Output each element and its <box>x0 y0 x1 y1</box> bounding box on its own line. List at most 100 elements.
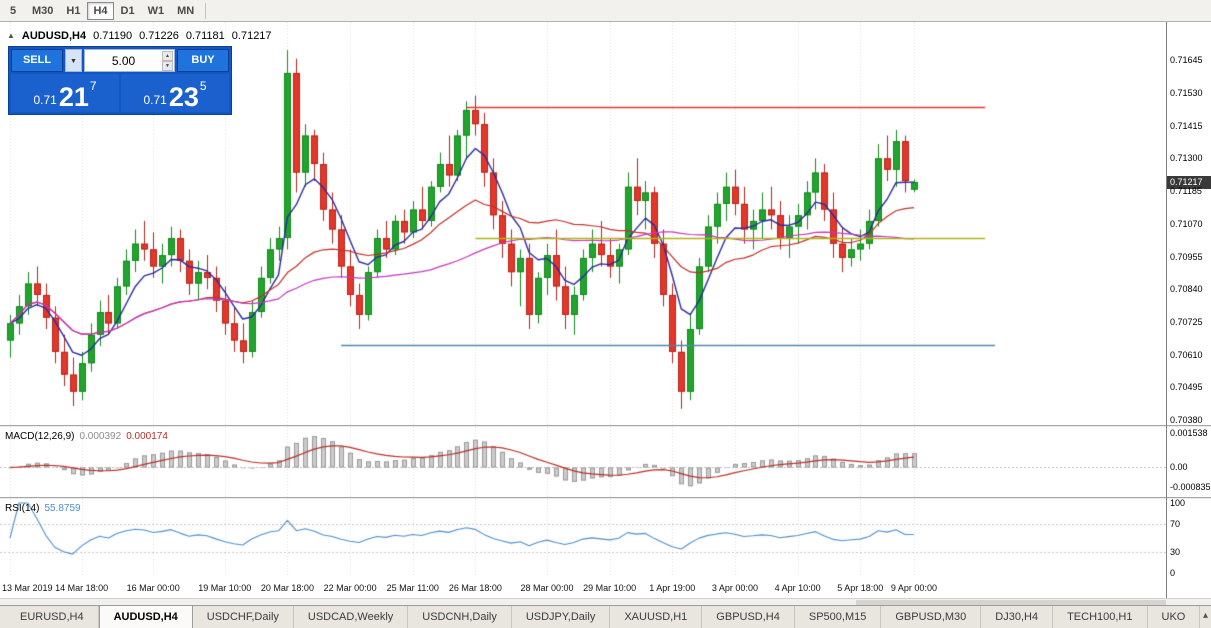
buy-price-sup: 5 <box>199 79 207 93</box>
sell-price-display[interactable]: 0.71 21 7 <box>11 74 119 112</box>
chart-area: ▲ AUDUSD,H4 0.71190 0.71226 0.71181 0.71… <box>0 22 1211 605</box>
timeframe-toolbar: 5 M30 H1 H4 D1 W1 MN <box>0 0 1211 22</box>
timeframe-button-d1[interactable]: D1 <box>120 4 135 17</box>
macd-signal-value: 0.000174 <box>126 431 168 442</box>
sell-price-prefix: 0.71 <box>33 93 57 107</box>
rsi-title: RSI(14) <box>5 503 40 514</box>
price-axis-label: 0.71300 <box>1170 153 1203 164</box>
chart-tab-usdcnh-daily[interactable]: USDCNH,Daily <box>408 606 512 628</box>
buy-price-big: 23 <box>168 82 199 113</box>
time-axis-label: 29 Mar 10:00 <box>583 583 637 593</box>
price-axis-label: 100 <box>1170 498 1186 508</box>
chart-ohlc-header: ▲ AUDUSD,H4 0.71190 0.71226 0.71181 0.71… <box>7 30 272 42</box>
time-axis-label: 28 Mar 00:00 <box>520 583 574 593</box>
chart-tab-tech100-h1[interactable]: TECH100,H1 <box>1053 606 1148 628</box>
price-axis-label: 0.71645 <box>1170 55 1203 66</box>
price-axis-label: 0.71415 <box>1170 120 1203 131</box>
chart-tab-usdjpy-daily[interactable]: USDJPY,Daily <box>512 606 611 628</box>
timeframe-buttons: 5 M30 H1 H4 D1 W1 MN <box>1 1 200 20</box>
macd-header: MACD(12,26,9) 0.000392 0.000174 <box>5 431 173 442</box>
price-axis-label: 0 <box>1170 568 1176 578</box>
ohlc-open: 0.71190 <box>93 30 133 42</box>
timeframe-button-5[interactable]: 5 <box>9 4 17 17</box>
panel-divider[interactable] <box>0 425 1211 427</box>
spinner-up-icon[interactable]: ▲ <box>162 51 173 61</box>
chart-tab-uko[interactable]: UKO <box>1148 606 1201 628</box>
timeframe-button-mn[interactable]: MN <box>177 4 195 17</box>
price-axis-label: 70 <box>1170 519 1181 529</box>
time-axis-label: 13 Mar 2019 <box>2 583 53 593</box>
chart-tab-audusd-h4[interactable]: AUDUSD,H4 <box>98 606 193 628</box>
price-axis-label: 0.001538 <box>1170 428 1208 438</box>
timeframe-button-h1[interactable]: H1 <box>66 4 81 17</box>
volume-input[interactable] <box>85 50 174 71</box>
chart-tabs-bar: EURUSD,H4 AUDUSD,H4 USDCHF,Daily USDCAD,Wee… <box>0 605 1211 628</box>
time-axis: 13 Mar 2019 14 Mar 18:00 16 Mar 00:00 19 Ma… <box>0 577 1166 598</box>
spinner-down-icon[interactable]: ▼ <box>162 61 173 71</box>
price-axis-label: 0.70610 <box>1170 349 1203 360</box>
macd-title: MACD(12,26,9) <box>5 431 75 442</box>
buy-price-prefix: 0.71 <box>143 93 167 107</box>
price-axis-label: 0.70495 <box>1170 382 1203 393</box>
rsi-indicator-canvas[interactable] <box>0 499 1166 577</box>
timeframe-button-h4[interactable]: H4 <box>87 1 114 20</box>
chart-tabs: EURUSD,H4 AUDUSD,H4 USDCHF,Daily USDCAD,Wee… <box>6 606 1201 628</box>
time-axis-label: 26 Mar 18:00 <box>448 583 502 593</box>
ohlc-high: 0.71226 <box>139 30 179 42</box>
toolbar-separator <box>205 2 207 19</box>
scrollbar-thumb[interactable] <box>856 600 1166 605</box>
time-axis-label: 4 Apr 10:00 <box>774 583 821 593</box>
chart-tab-usdcad-weekly[interactable]: USDCAD,Weekly <box>294 606 409 628</box>
ohlc-close: 0.71217 <box>231 30 272 42</box>
price-axis-label: 0.70840 <box>1170 284 1203 295</box>
chevron-down-icon: ▼ <box>70 58 77 65</box>
chart-tab-gbpusd-h4[interactable]: GBPUSD,H4 <box>702 606 795 628</box>
chart-tab-eurusd-h4[interactable]: EURUSD,H4 <box>6 606 99 628</box>
timeframe-button-w1[interactable]: W1 <box>147 4 165 17</box>
time-axis-label: 5 Apr 18:00 <box>837 583 884 593</box>
sell-price-sup: 7 <box>89 79 97 93</box>
buy-price-display[interactable]: 0.71 23 5 <box>121 74 229 112</box>
chart-tab-dj30-h4[interactable]: DJ30,H4 <box>981 606 1054 628</box>
chart-tab-xauusd-h1[interactable]: XAUUSD,H1 <box>610 606 703 628</box>
rsi-header: RSI(14) 55.8759 <box>5 503 86 514</box>
macd-indicator-canvas[interactable] <box>0 427 1166 497</box>
time-axis-label: 1 Apr 19:00 <box>649 583 696 593</box>
trade-options-dropdown[interactable]: ▼ <box>65 49 82 72</box>
one-click-trading-panel: SELL ▼ ▲ ▼ BUY 0.71 21 7 <box>8 46 232 115</box>
sell-price-big: 21 <box>58 82 89 113</box>
horizontal-scrollbar[interactable] <box>0 598 1211 605</box>
collapse-panel-icon[interactable]: ▲ <box>7 31 15 40</box>
time-axis-label: 25 Mar 11:00 <box>386 583 439 593</box>
sell-button[interactable]: SELL <box>11 49 63 72</box>
rsi-value: 55.8759 <box>44 503 81 514</box>
timeframe-button-m30[interactable]: M30 <box>32 4 54 17</box>
price-axis-label: 0.71070 <box>1170 218 1203 229</box>
price-axis-label: 30 <box>1170 547 1181 557</box>
buy-button[interactable]: BUY <box>177 49 229 72</box>
macd-hist-value: 0.000392 <box>79 431 122 442</box>
price-axis-label: 0.71530 <box>1170 87 1203 98</box>
panel-divider[interactable] <box>0 497 1211 499</box>
tabbar-expand-icon[interactable]: ▴ <box>1202 610 1208 621</box>
time-axis-label: 22 Mar 00:00 <box>323 583 377 593</box>
chart-tab-gbpusd-m30[interactable]: GBPUSD,M30 <box>881 606 982 628</box>
price-axis-label: -0.000835 <box>1170 482 1211 493</box>
time-axis-label: 3 Apr 00:00 <box>711 583 758 593</box>
price-axis-label: 0.70955 <box>1170 251 1203 262</box>
volume-spinner: ▲ ▼ <box>162 51 173 71</box>
price-axis-label: 0.70380 <box>1170 415 1203 426</box>
price-axis[interactable]: 0.71217 0.71645 0.71530 0.71415 0.71300 0.71… <box>1166 22 1211 598</box>
volume-field: ▲ ▼ <box>84 49 175 72</box>
ohlc-low: 0.71181 <box>185 30 225 42</box>
time-axis-label: 14 Mar 18:00 <box>55 583 109 593</box>
price-axis-label: 0.71185 <box>1170 186 1202 197</box>
time-axis-label: 19 Mar 10:00 <box>198 583 252 593</box>
time-axis-label: 9 Apr 00:00 <box>890 583 937 593</box>
chart-symbol-label: AUDUSD,H4 <box>21 30 87 42</box>
price-axis-label: 0.00 <box>1170 462 1188 473</box>
chart-tab-usdchf-daily[interactable]: USDCHF,Daily <box>193 606 294 628</box>
chart-tab-sp500-m15[interactable]: SP500,M15 <box>795 606 882 628</box>
current-price-badge: 0.71217 <box>1167 175 1211 189</box>
